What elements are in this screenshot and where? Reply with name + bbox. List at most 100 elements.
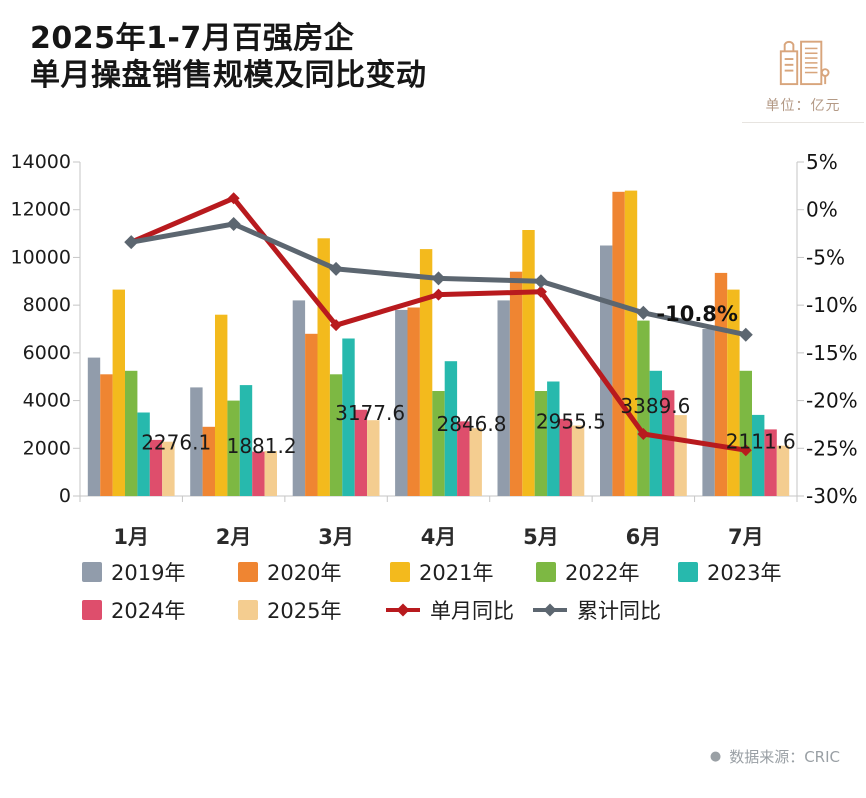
legend-label: 2022年 [565,561,640,585]
right-axis-label: 5% [806,150,838,174]
bar-2024年-4月 [457,421,470,496]
marker-单月同比-2月 [227,192,240,205]
bar-2022年-7月 [739,370,752,497]
marker-累计同比-3月 [329,261,344,276]
left-axis-label: 4000 [23,390,71,412]
right-axis-label: -20% [806,389,858,413]
legend-item-2025年: 2025年 [238,597,341,623]
bar-2021年-5月 [522,230,535,496]
bar-2020年-6月 [612,191,625,497]
x-category-label-5月: 5月 [523,525,559,549]
bar-2021年-3月 [317,238,330,497]
title-line-1: 2025年1-7月百强房企 [30,21,355,56]
bar-2019年-6月 [600,245,613,496]
legend-line-symbol [533,603,567,617]
legend-item-累计同比: 累计同比 [532,597,661,623]
value-label-7月: 2111.6 [726,430,796,454]
bar-2020年-4月 [407,307,420,496]
bar-2019年-1月 [87,357,101,496]
left-axis-label: 0 [59,485,71,507]
unit-label: 单位：亿元 [765,98,841,114]
bar-2024年-2月 [252,451,265,496]
bar-2023年-1月 [137,412,150,496]
value-label-5月: 2955.5 [536,410,606,434]
annotation-label: -10.8% [656,302,738,326]
legend-item-2021年: 2021年 [390,559,493,585]
value-label-6月: 3389.6 [620,394,690,418]
legend-label: 2021年 [419,561,494,585]
legend-swatch [390,562,410,582]
legend-swatch [238,600,258,620]
data-source: ● 数据来源：CRIC [710,746,840,767]
bar-2023年-5月 [547,381,560,496]
bar-2024年-7月 [764,429,777,496]
bar-2020年-2月 [202,426,215,496]
bar-2025年-7月 [776,445,790,496]
bar-2020年-1月 [100,374,113,496]
legend-swatch [238,562,258,582]
bar-2022年-5月 [534,391,548,496]
value-label-2月: 1881.2 [227,434,297,458]
bar-2019年-2月 [190,387,203,496]
legend-label: 2020年 [267,561,342,585]
legend-item-2019年: 2019年 [82,559,185,585]
legend-swatch [678,562,698,582]
bar-2023年-4月 [444,361,458,496]
marker-单月同比-3月 [330,319,343,332]
x-category-label-1月: 1月 [113,525,149,549]
bar-2022年-1月 [125,370,138,497]
legend-swatch [82,562,102,582]
legend-swatch [536,562,556,582]
x-category-label-7月: 7月 [728,525,764,549]
marker-累计同比-2月 [226,217,241,232]
marker-累计同比-1月 [124,235,139,250]
left-axis-label: 12000 [11,199,71,221]
left-axis-label: 10000 [11,246,71,268]
marker-单月同比-6月 [637,427,650,440]
legend-item-2024年: 2024年 [82,597,185,623]
bar-2025年-3月 [367,420,380,496]
title-line-2: 单月操盘销售规模及同比变动 [30,58,427,93]
legend-label: 2019年 [111,561,186,585]
bar-2020年-5月 [509,271,523,496]
value-label-3月: 3177.6 [335,401,405,425]
bar-2023年-7月 [752,414,765,496]
left-axis-label: 2000 [23,437,71,459]
bar-2021年-6月 [624,190,638,496]
dot-icon: ● [709,749,722,764]
left-axis-label: 14000 [11,151,71,173]
value-label-1月: 2276.1 [141,431,211,455]
left-axis-label: 8000 [23,294,71,316]
legend-item-2022年: 2022年 [536,559,639,585]
right-axis-label: -30% [806,484,858,508]
bar-2022年-3月 [329,374,343,496]
bar-2023年-3月 [342,338,355,496]
bar-2024年-6月 [662,390,675,496]
marker-单月同比-7月 [739,444,752,457]
legend-label: 2023年 [707,561,782,585]
bar-2024年-1月 [149,439,163,496]
bar-2025年-5月 [571,425,585,496]
bar-2025年-6月 [674,415,687,496]
bar-2019年-5月 [497,300,510,496]
bar-2021年-7月 [727,289,740,496]
legend-label: 单月同比 [430,599,514,623]
unit-block: 单位：亿元 [742,32,864,123]
x-category-label-2月: 2月 [216,525,252,549]
buildings-icon [779,40,830,86]
legend-item-2020年: 2020年 [238,559,341,585]
bar-2025年-4月 [469,428,482,496]
legend-label: 2025年 [267,599,342,623]
bar-2021年-1月 [112,289,125,496]
bar-2022年-4月 [432,391,445,496]
left-axis-label: 6000 [23,342,71,364]
legend-item-单月同比: 单月同比 [385,597,514,623]
right-axis-label: -10% [806,293,858,317]
legend-label: 累计同比 [577,599,661,623]
bar-2024年-3月 [354,409,368,496]
bar-2024年-5月 [559,418,572,496]
legend-item-2023年: 2023年 [678,559,781,585]
legend-label: 2024年 [111,599,186,623]
